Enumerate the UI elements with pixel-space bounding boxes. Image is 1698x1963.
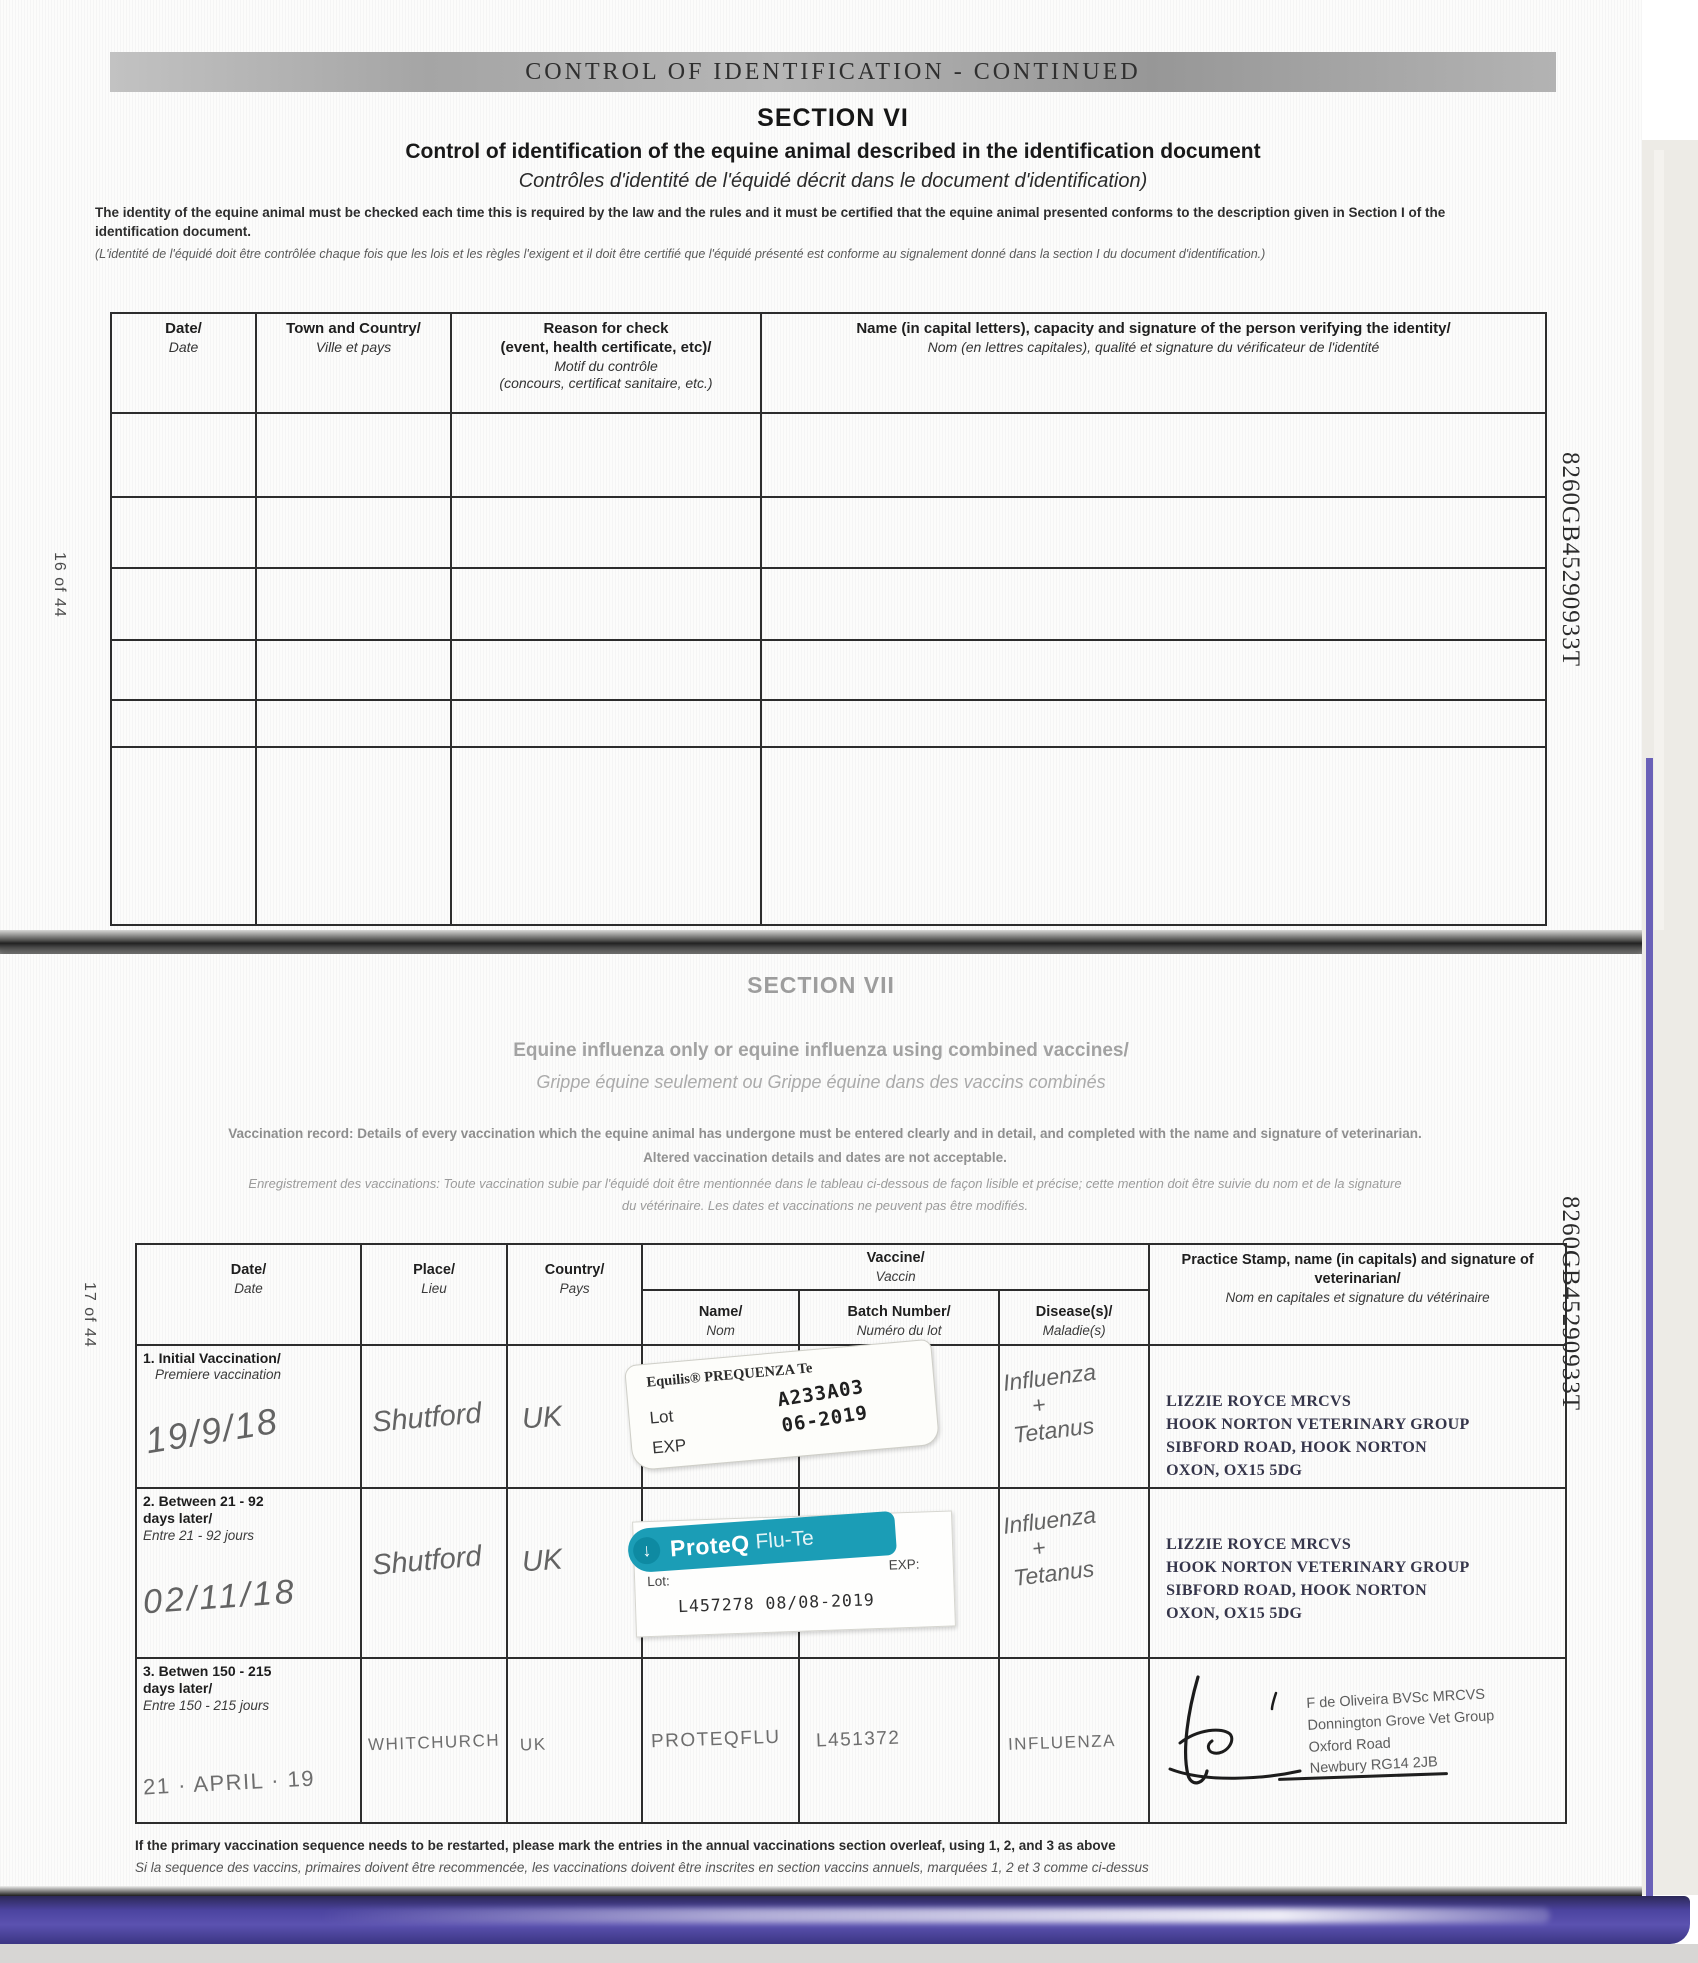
- table-row: [110, 496, 1547, 569]
- lot-label: Lot:: [646, 1573, 670, 1590]
- section-vii-subtitle-en: Equine influenza only or equine influenz…: [513, 1040, 1129, 1061]
- practice-stamp: LIZZIE ROYCE MRCVS HOOK NORTON VETERINAR…: [1166, 1535, 1470, 1623]
- section-vi-instructions-fr: (L'identité de l'équidé doit être contrô…: [95, 247, 1266, 261]
- row1-disease-cell: Influenza + Tetanus: [998, 1343, 1151, 1489]
- vax-header-batch: Batch Number/ Numéro du lot: [798, 1289, 1001, 1346]
- row3-country-cell: UK: [506, 1656, 644, 1824]
- row3-place-cell: WHITCHURCH: [359, 1656, 509, 1824]
- section-banner: CONTROL OF IDENTIFICATION - CONTINUED: [110, 52, 1556, 92]
- vax-header-stamp: Practice Stamp, name (in capitals) and s…: [1148, 1243, 1568, 1346]
- row3-batch-cell: L451372: [798, 1656, 1001, 1824]
- vaccination-row-3: 3. Betwen 150 - 215 days later/ Entre 15…: [135, 1656, 1568, 1824]
- table-row: [110, 746, 1547, 926]
- row3-date-handwritten: 21 · APRIL · 19: [142, 1765, 316, 1800]
- proteq-brand-band: ProteQ Flu-Te: [626, 1510, 898, 1574]
- vax-header-disease: Disease(s)/ Maladie(s): [998, 1289, 1151, 1346]
- lot-exp-values: A233A03 06-2019: [776, 1375, 870, 1437]
- scan-background: [0, 1944, 1698, 1963]
- row2-place-cell: Shutford: [359, 1486, 509, 1659]
- vaccination-record-note-en-2: Altered vaccination details and dates ar…: [643, 1150, 1007, 1165]
- section-vi-title: SECTION VI: [757, 104, 909, 132]
- col-header-date: Date/ Date: [110, 312, 257, 414]
- exp-label: EXP:: [888, 1556, 920, 1573]
- cover-gloss-highlight: [320, 1908, 1550, 1923]
- section-vi-subtitle-en: Control of identification of the equine …: [405, 140, 1261, 163]
- row3-date-cell: 3. Betwen 150 - 215 days later/ Entre 15…: [135, 1656, 362, 1824]
- page-number-top: 16 of 44: [51, 552, 68, 618]
- col-header-town-country: Town and Country/ Ville et pays: [255, 312, 452, 414]
- col-header-reason: Reason for check (event, health certific…: [450, 312, 762, 414]
- row3-vaccine-handwritten: PROTEQFLU: [650, 1726, 782, 1752]
- vax-header-date: Date/ Date: [135, 1243, 362, 1346]
- vaccine-brand-suffix: Flu-Te: [754, 1526, 815, 1554]
- row3-stamp-cell: F de Oliveira BVSc MRCVS Donnington Grov…: [1148, 1656, 1568, 1824]
- vax-header-vaccine: Vaccine/ Vaccin: [641, 1242, 1151, 1292]
- row3-disease-handwritten: INFLUENZA: [1007, 1730, 1117, 1754]
- exp-label: EXP: [651, 1435, 687, 1458]
- page-fold-shadow: [0, 930, 1642, 954]
- row1-date-handwritten: 19/9/18: [142, 1399, 282, 1462]
- vaccine-brand: ProteQ: [669, 1529, 751, 1561]
- row1-date-cell: 1. Initial Vaccination/ Premiere vaccina…: [135, 1343, 362, 1489]
- row1-place-cell: Shutford: [359, 1343, 509, 1489]
- lot-label: Lot: [648, 1406, 675, 1428]
- vaccination-record-note-en-1: Vaccination record: Details of every vac…: [228, 1126, 1422, 1141]
- row3-batch-handwritten: L451372: [815, 1727, 901, 1751]
- restart-note-en: If the primary vaccination sequence need…: [135, 1838, 1116, 1853]
- section-vi-subtitle-fr: Contrôles d'identité de l'équidé décrit …: [518, 170, 1148, 192]
- lot-exp-values: L457278 08/08-2019: [677, 1590, 876, 1617]
- down-arrow-icon: [632, 1535, 662, 1565]
- page-edge-strip-inner: [1654, 150, 1664, 930]
- row3-vaccine-name-cell: PROTEQFLU: [641, 1656, 801, 1824]
- vax-header-name: Name/ Nom: [641, 1289, 801, 1346]
- page-number-bottom: 17 of 44: [81, 1282, 98, 1348]
- row1-diseases-handwritten: Influenza + Tetanus: [1001, 1358, 1098, 1448]
- restart-note-fr: Si la sequence des vaccins, primaires do…: [135, 1860, 1149, 1875]
- vax-header-place: Place/ Lieu: [359, 1243, 509, 1346]
- veterinarian-signature: [1168, 1674, 1302, 1784]
- proteq-vaccine-sticker: ProteQ Flu-Te Lot: EXP: L457278 08/08-20…: [626, 1510, 956, 1638]
- row2-date-handwritten: 02/11/18: [141, 1573, 298, 1622]
- row3-country-handwritten: UK: [519, 1734, 548, 1754]
- row3-disease-cell: INFLUENZA: [998, 1656, 1151, 1824]
- practice-stamp: LIZZIE ROYCE MRCVS HOOK NORTON VETERINAR…: [1166, 1392, 1470, 1480]
- vaccination-record-note-fr-2: du vétérinaire. Les dates et vaccination…: [621, 1198, 1029, 1213]
- row2-country-cell: UK: [506, 1486, 644, 1659]
- col-header-verifier: Name (in capital letters), capacity and …: [760, 312, 1547, 414]
- identification-check-table: Date/ Date Town and Country/ Ville et pa…: [110, 312, 1547, 926]
- cover-shadow-line: [0, 1886, 1642, 1896]
- table-row: [110, 567, 1547, 641]
- row2-date-cell: 2. Between 21 - 92 days later/ Entre 21 …: [135, 1486, 362, 1659]
- row2-disease-cell: Influenza + Tetanus: [998, 1486, 1151, 1659]
- vaccination-record-note-fr-1: Enregistrement des vaccinations: Toute v…: [248, 1176, 1402, 1191]
- row1-stamp-cell: LIZZIE ROYCE MRCVS HOOK NORTON VETERINAR…: [1148, 1343, 1568, 1489]
- section-vii-subtitle-fr: Grippe équine seulement ou Grippe équine…: [536, 1072, 1106, 1092]
- row2-stamp-cell: LIZZIE ROYCE MRCVS HOOK NORTON VETERINAR…: [1148, 1486, 1568, 1659]
- row2-place-handwritten: Shutford: [370, 1539, 483, 1582]
- row1-place-handwritten: Shutford: [370, 1397, 483, 1439]
- row3-place-handwritten: WHITCHURCH: [367, 1730, 501, 1754]
- row2-diseases-handwritten: Influenza + Tetanus: [1001, 1501, 1098, 1591]
- row1-country-handwritten: UK: [520, 1400, 564, 1436]
- practice-stamp: F de Oliveira BVSc MRCVS Donnington Grov…: [1306, 1686, 1495, 1777]
- row2-country-handwritten: UK: [520, 1543, 564, 1578]
- cover-edge-line: [1646, 758, 1653, 1898]
- row1-country-cell: UK: [506, 1343, 644, 1489]
- section-vii-title: SECTION VII: [747, 972, 895, 998]
- table-row: [110, 699, 1547, 748]
- vax-header-country: Country/ Pays: [506, 1243, 644, 1346]
- section-vi-instructions-en: The identity of the equine animal must b…: [95, 205, 1446, 239]
- passport-code-bottom: 8260GB45290933T: [1557, 1196, 1584, 1411]
- passport-code-top: 8260GB45290933T: [1557, 452, 1584, 667]
- table-row: [110, 412, 1547, 498]
- table-row: [110, 639, 1547, 701]
